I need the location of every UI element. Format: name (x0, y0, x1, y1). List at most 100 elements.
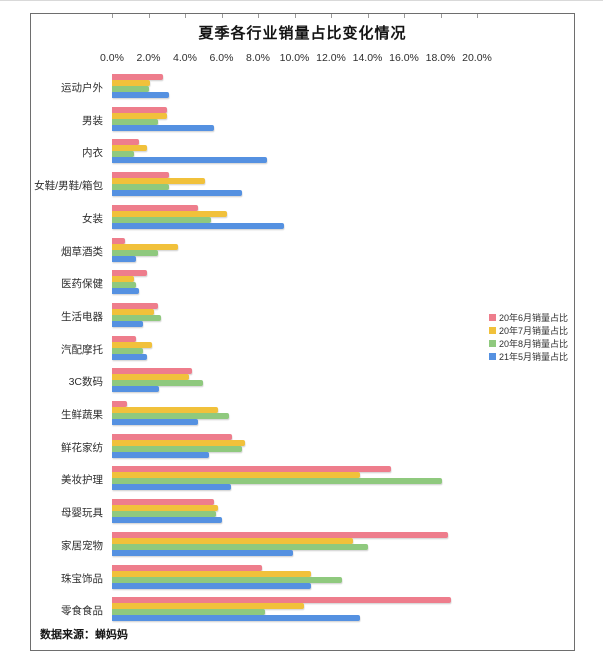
bar-3 (112, 119, 158, 125)
bar-1 (112, 401, 127, 407)
bar-3 (112, 511, 216, 517)
category-label: 汽配摩托 (61, 344, 103, 356)
legend-swatch (489, 340, 496, 347)
bar-1 (112, 107, 167, 113)
bar-2 (112, 472, 360, 478)
bar-1 (112, 74, 163, 80)
x-axis-tick-mark (148, 14, 150, 18)
x-axis-tick-label: 20.0% (462, 52, 492, 64)
bar-2 (112, 145, 147, 151)
bar-2 (112, 440, 245, 446)
source-note: 数据来源：蝉妈妈 (40, 629, 128, 641)
bar-1 (112, 565, 262, 571)
bar-3 (112, 446, 242, 452)
legend-label: 20年7月销量占比 (499, 326, 569, 336)
x-axis-tick-label: 8.0% (246, 52, 270, 64)
bar-1 (112, 597, 451, 603)
x-axis-tick-mark (404, 14, 405, 18)
legend: 20年6月销量占比 20年7月销量占比 20年8月销量占比 21年5月销量占比 (489, 311, 568, 363)
category-label: 珠宝饰品 (61, 573, 103, 585)
bar-3 (112, 380, 203, 386)
x-axis-tick-label: 6.0% (209, 52, 234, 64)
bar-4 (112, 190, 242, 196)
bar-4 (112, 256, 136, 262)
bar-2 (112, 276, 134, 282)
x-axis-tick-label: 2.0% (136, 52, 161, 64)
bar-3 (112, 315, 161, 321)
x-axis-tick-mark (294, 14, 296, 18)
x-axis-tick-mark (367, 14, 369, 18)
bar-4 (112, 615, 360, 621)
bar-2 (112, 374, 189, 380)
bar-2 (112, 538, 353, 544)
bar-4 (112, 583, 311, 589)
bar-1 (112, 466, 391, 472)
bar-3 (112, 250, 158, 256)
x-axis-tick-label: 0.0% (100, 52, 124, 64)
bar-3 (112, 544, 368, 550)
legend-item: 20年7月销量占比 (489, 324, 568, 337)
category-label: 生活电器 (61, 311, 103, 323)
bar-2 (112, 603, 304, 609)
bar-2 (112, 571, 311, 577)
bar-4 (112, 517, 222, 523)
category-label: 内衣 (82, 147, 103, 159)
bar-1 (112, 172, 169, 178)
x-axis-tick-label: 12.0% (316, 52, 346, 64)
x-axis-tick-mark (112, 14, 113, 18)
x-axis-tick-mark (185, 14, 186, 18)
bar-3 (112, 86, 149, 92)
legend-swatch (489, 327, 496, 334)
bar-4 (112, 92, 169, 98)
page-top-divider (0, 0, 603, 1)
bar-3 (112, 609, 265, 615)
category-label: 医药保健 (61, 278, 103, 290)
category-label: 女装 (82, 213, 103, 225)
category-label: 生鲜蔬果 (61, 409, 103, 421)
bar-1 (112, 303, 158, 309)
x-axis-tick-mark (440, 14, 442, 18)
bar-2 (112, 407, 218, 413)
x-axis-tick-label: 10.0% (279, 52, 310, 64)
bar-3 (112, 478, 442, 484)
bar-4 (112, 484, 231, 490)
bar-4 (112, 321, 143, 327)
bar-1 (112, 434, 232, 440)
bar-1 (112, 368, 192, 374)
x-axis-tick-mark (221, 14, 223, 18)
chart-frame: 夏季各行业销量占比变化情况 0.0% 2.0% 4.0% 6.0% 8.0% 10.0% 1… (30, 13, 575, 651)
bar-2 (112, 113, 167, 119)
chart-title: 夏季各行业销量占比变化情况 (198, 25, 407, 42)
bar-1 (112, 238, 125, 244)
bar-4 (112, 550, 293, 556)
category-label: 3C数码 (68, 376, 103, 388)
x-axis-tick-label: 16.0% (389, 52, 419, 64)
bar-3 (112, 577, 342, 583)
bar-2 (112, 211, 227, 217)
bar-3 (112, 217, 211, 223)
x-axis-tick-mark (331, 14, 332, 18)
category-label: 男装 (82, 115, 103, 127)
bar-3 (112, 413, 229, 419)
bar-2 (112, 244, 178, 250)
bar-2 (112, 80, 150, 86)
bar-2 (112, 178, 205, 184)
legend-item: 21年5月销量占比 (489, 350, 568, 363)
bar-3 (112, 151, 134, 157)
x-axis-tick-label: 4.0% (173, 52, 197, 64)
legend-label: 21年5月销量占比 (499, 352, 569, 362)
x-axis-tick-label: 14.0% (352, 52, 383, 64)
bar-3 (112, 184, 169, 190)
bar-4 (112, 386, 159, 392)
legend-label: 20年8月销量占比 (499, 339, 569, 349)
bar-4 (112, 223, 284, 229)
x-axis-tick-mark (258, 14, 259, 18)
category-label: 烟草酒类 (61, 246, 103, 258)
bar-1 (112, 532, 448, 538)
bar-3 (112, 348, 143, 354)
bar-4 (112, 157, 267, 163)
bar-1 (112, 270, 147, 276)
x-axis-tick-mark (477, 14, 478, 18)
x-axis-tick-label: 18.0% (425, 52, 456, 64)
bar-1 (112, 499, 214, 505)
